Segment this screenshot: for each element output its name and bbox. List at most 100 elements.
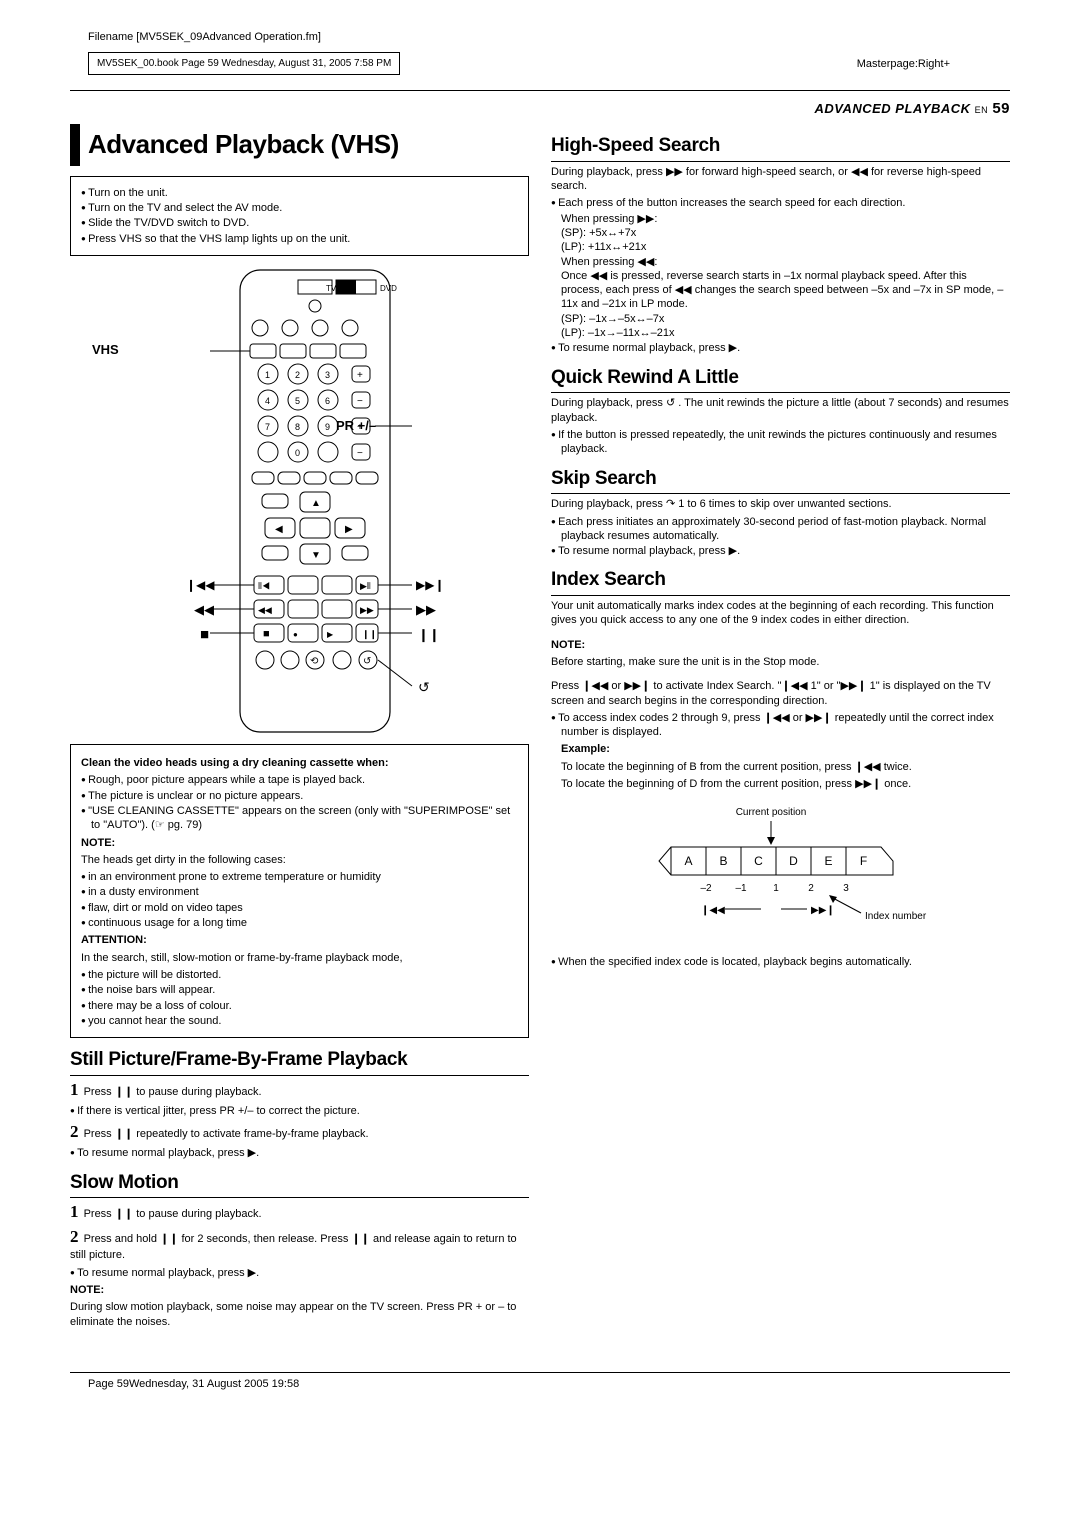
skip-intro: During playback, press ↷ 1 to 6 times to… <box>551 497 1010 511</box>
list-item: Each press initiates an approximately 30… <box>551 515 1010 544</box>
list-item: Once ◀◀ is pressed, reverse search start… <box>551 269 1010 312</box>
list-item: the noise bars will appear. <box>81 983 518 997</box>
slow-note-h: NOTE: <box>70 1283 529 1297</box>
svg-text:●: ● <box>293 630 298 639</box>
still-step-1: 1 Press ❙❙ to pause during playback. <box>70 1079 529 1101</box>
attention-heading: ATTENTION: <box>81 933 518 947</box>
list-item: Turn on the unit. <box>81 186 518 200</box>
still-step-2-text: Press ❙❙ repeatedly to activate frame-by… <box>84 1128 369 1140</box>
note-heading: NOTE: <box>81 836 518 850</box>
svg-text:❙◀◀: ❙◀◀ <box>701 905 725 916</box>
list-item: Rough, poor picture appears while a tape… <box>81 773 518 787</box>
svg-text:E: E <box>824 854 832 868</box>
svg-text:2: 2 <box>295 370 300 380</box>
list-item: To access index codes 2 through 9, press… <box>551 711 1010 740</box>
idx-example-h: Example: <box>561 742 1010 756</box>
svg-text:▶▶: ▶▶ <box>416 602 436 617</box>
svg-text:−: − <box>357 396 363 407</box>
svg-text:◀◀: ◀◀ <box>194 602 214 617</box>
footer: Page 59Wednesday, 31 August 2005 19:58 <box>70 1372 1010 1391</box>
svg-text:❙◀◀: ❙◀◀ <box>186 578 215 592</box>
svg-text:−: − <box>357 448 363 459</box>
list-item: (LP): +11x↔+21x <box>551 240 1010 254</box>
svg-text:A: A <box>684 854 692 868</box>
index-diagram: Current position ABCDEF –2–1123 Index nu… <box>631 803 931 943</box>
svg-text:❙❙: ❙❙ <box>418 627 440 643</box>
idx-ex1: To locate the beginning of B from the cu… <box>561 760 1010 774</box>
svg-text:▶▶❙: ▶▶❙ <box>416 578 445 592</box>
svg-text:5: 5 <box>295 396 300 406</box>
clean-heads-box: Clean the video heads using a dry cleani… <box>70 744 529 1038</box>
list-item: To resume normal playback, press ▶. <box>551 341 1010 355</box>
svg-text:–1: –1 <box>735 883 747 894</box>
svg-text:9: 9 <box>325 422 330 432</box>
clean-heading: Clean the video heads using a dry cleani… <box>81 756 518 770</box>
svg-text:▶▶: ▶▶ <box>360 605 374 615</box>
svg-text:4: 4 <box>265 396 270 406</box>
qr-intro: During playback, press ↺ . The unit rewi… <box>551 396 1010 425</box>
svg-text:6: 6 <box>325 396 330 406</box>
list-item: "USE CLEANING CASSETTE" appears on the s… <box>81 804 518 833</box>
list-item: the picture will be distorted. <box>81 968 518 982</box>
list-item: Slide the TV/DVD switch to DVD. <box>81 216 518 230</box>
svg-text:⦀◀: ⦀◀ <box>258 581 270 591</box>
list-item: When pressing ▶▶: <box>551 212 1010 226</box>
attention-intro: In the search, still, slow-motion or fra… <box>81 951 518 965</box>
svg-text:C: C <box>754 854 763 868</box>
svg-text:↺: ↺ <box>363 656 371 667</box>
slow-step-2: 2 Press and hold ❙❙ for 2 seconds, then … <box>70 1226 529 1262</box>
svg-text:–2: –2 <box>700 883 712 894</box>
svg-text:◀◀: ◀◀ <box>258 605 272 615</box>
hs-intro: During playback, press ▶▶ for forward hi… <box>551 165 1010 194</box>
svg-text:▼: ▼ <box>311 550 321 561</box>
section-name: ADVANCED PLAYBACK <box>814 101 970 116</box>
page-number: 59 <box>992 100 1010 117</box>
still-heading: Still Picture/Frame-By-Frame Playback <box>70 1048 529 1076</box>
list-item: Press VHS so that the VHS lamp lights up… <box>81 232 518 246</box>
svg-text:3: 3 <box>843 883 849 894</box>
list-item: in a dusty environment <box>81 885 518 899</box>
list-item: (SP): +5x↔+7x <box>551 226 1010 240</box>
idx-ex2: To locate the beginning of D from the cu… <box>561 777 1010 791</box>
svg-text:0: 0 <box>295 448 300 458</box>
list-item: To resume normal playback, press ▶. <box>551 544 1010 558</box>
svg-text:1: 1 <box>265 370 270 380</box>
slow-note: During slow motion playback, some noise … <box>70 1300 529 1329</box>
slow-step-1-text: Press ❙❙ to pause during playback. <box>84 1208 262 1220</box>
svg-text:■: ■ <box>263 628 270 640</box>
idx-p1: Press ❙◀◀ or ▶▶❙ to activate Index Searc… <box>551 679 1010 708</box>
svg-text:8: 8 <box>295 422 300 432</box>
svg-text:F: F <box>859 854 866 868</box>
svg-text:⟲: ⟲ <box>310 656 319 667</box>
idx-end: When the specified index code is located… <box>551 955 1010 969</box>
page-header: ADVANCED PLAYBACK EN 59 <box>70 99 1010 119</box>
svg-text:D: D <box>789 854 798 868</box>
svg-text:+: + <box>357 370 363 381</box>
idx-note: Before starting, make sure the unit is i… <box>551 655 1010 669</box>
still-resume: To resume normal playback, press ▶. <box>70 1146 529 1160</box>
list-item: (LP): –1x→–11x↔–21x <box>551 326 1010 340</box>
svg-text:■: ■ <box>200 626 209 643</box>
page-title: Advanced Playback (VHS) <box>70 124 529 166</box>
note-intro: The heads get dirty in the following cas… <box>81 853 518 867</box>
svg-text:Index number: Index number <box>865 911 927 922</box>
svg-text:▶▶❙: ▶▶❙ <box>811 905 835 916</box>
svg-text:▶: ▶ <box>345 524 353 535</box>
svg-text:B: B <box>719 854 727 868</box>
slow-step-1: 1 Press ❙❙ to pause during playback. <box>70 1201 529 1223</box>
hs-heading: High-Speed Search <box>551 134 1010 162</box>
slow-step-2-text: Press and hold ❙❙ for 2 seconds, then re… <box>70 1233 517 1261</box>
svg-text:7: 7 <box>265 422 270 432</box>
svg-text:▲: ▲ <box>311 498 321 509</box>
skip-heading: Skip Search <box>551 467 1010 495</box>
svg-text:3: 3 <box>325 370 330 380</box>
svg-text:DVD: DVD <box>380 284 397 293</box>
list-item: If the button is pressed repeatedly, the… <box>551 428 1010 457</box>
list-item: When pressing ◀◀: <box>551 255 1010 269</box>
filename: Filename [MV5SEK_09Advanced Operation.fm… <box>70 30 1010 44</box>
list-item: there may be a loss of colour. <box>81 999 518 1013</box>
svg-text:Current position: Current position <box>735 807 806 818</box>
svg-text:◀: ◀ <box>275 524 283 535</box>
list-item: continuous usage for a long time <box>81 916 518 930</box>
list-item: Each press of the button increases the s… <box>551 196 1010 210</box>
